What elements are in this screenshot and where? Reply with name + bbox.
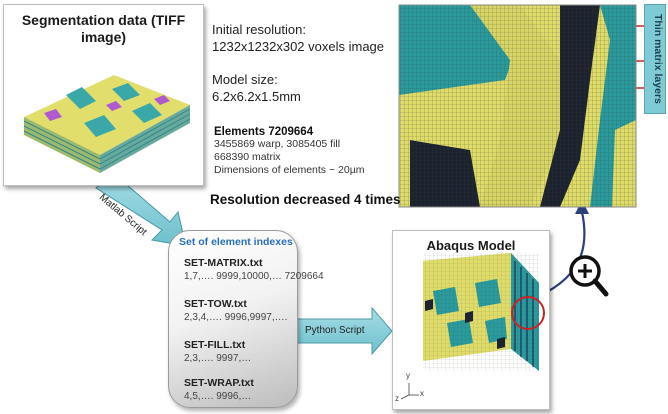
initial-resolution-value: 1232x1232x302 voxels image (212, 39, 385, 54)
model-size-value: 6.2x6.2x1.5mm (212, 89, 301, 104)
abaqus-title: Abaqus Model (426, 238, 516, 253)
set-matrix-values: 1,7,…. 9999,10000,… 7209664 (184, 271, 324, 282)
elements-line3: Dimensions of elements ~ 20µm (214, 164, 365, 176)
abaqus-panel: Abaqus Model y x z (392, 230, 550, 410)
set-fill-values: 2,3,…. 9997,… (184, 353, 252, 364)
magnifier-icon (569, 255, 609, 297)
python-script-label: Python Script (305, 325, 365, 336)
elements-line1: 3455869 warp, 3085405 fill (214, 138, 341, 150)
axis-label-z: z (395, 394, 399, 403)
segmentation-title-line2: image) (80, 29, 127, 45)
zoomed-mesh-image (398, 4, 637, 208)
initial-resolution-label: Initial resolution: (212, 22, 306, 37)
set-tow-values: 2,3,4,…. 9996,9997,…. (184, 312, 288, 323)
elements-line2: 668390 matrix (214, 151, 281, 163)
set-wrap-name: SET-WRAP.txt (184, 377, 254, 389)
segmentation-block-image (23, 75, 191, 173)
segmentation-panel: Segmentation data (TIFF image) (3, 4, 204, 186)
axis-label-y: y (406, 371, 410, 380)
element-sets-title: Set of element indexes (179, 236, 293, 248)
element-sets-box: Set of element indexes SET-MATRIX.txt 1,… (168, 230, 324, 408)
elements-heading: Elements 7209664 (214, 126, 314, 138)
abaqus-model-image (400, 253, 545, 400)
set-tow-name: SET-TOW.txt (184, 298, 247, 310)
axis-label-x: x (420, 389, 424, 398)
model-size-label: Model size: (212, 72, 278, 87)
thin-matrix-layers-label: Thin matrix layers (644, 4, 666, 114)
set-matrix-name: SET-MATRIX.txt (184, 257, 263, 269)
set-wrap-values: 4,5,…. 9996,… (184, 391, 252, 402)
set-fill-name: SET-FILL.txt (184, 339, 246, 351)
segmentation-title-line1: Segmentation data (TIFF (21, 12, 186, 28)
resolution-decreased-text: Resolution decreased 4 times (210, 192, 401, 207)
python-script-arrow (295, 306, 393, 356)
